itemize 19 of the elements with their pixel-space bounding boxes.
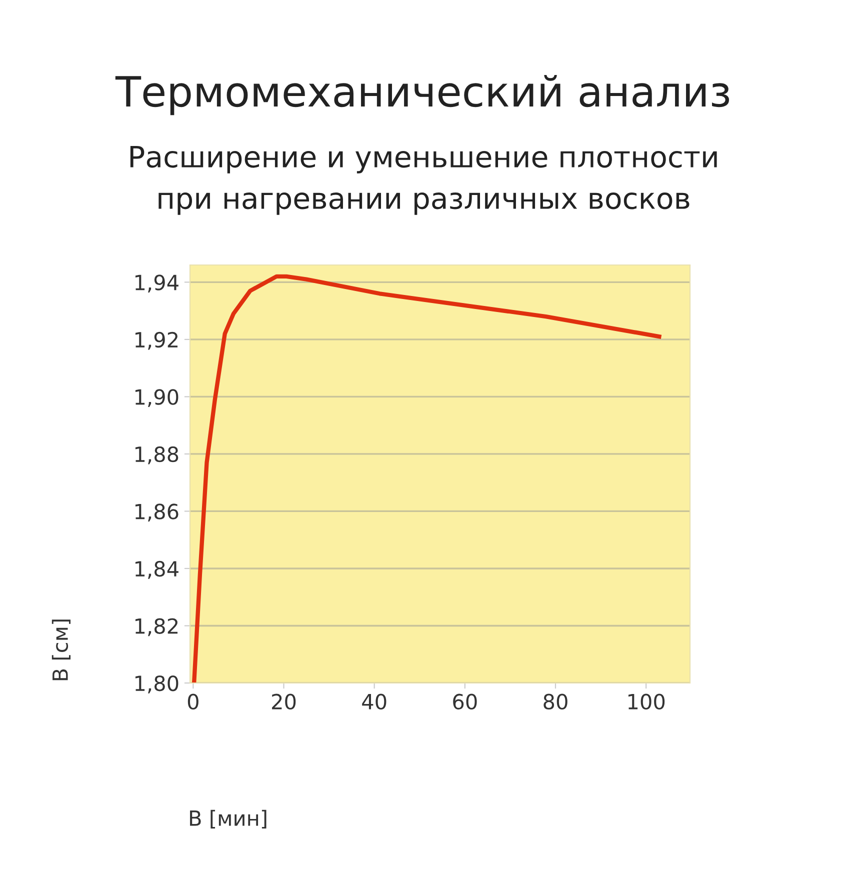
y-axis-title: В [см] [52,620,70,680]
chart-title: Термомеханический анализ [115,75,730,116]
chart-subtitle: Расширение и уменьшение плотности при нагревании различных восков [130,146,717,215]
y-tick-label: 1,80 [135,675,178,694]
x-tick-label: 0 [188,694,198,710]
y-tick-label: 1,92 [135,332,178,350]
y-tick-label: 1,86 [135,504,178,522]
y-tick-label: 1,84 [135,560,178,579]
x-tick-label: 20 [272,694,296,710]
x-tick-label: 40 [362,694,386,710]
x-tick-label: 100 [628,694,665,710]
y-tick-label: 1,90 [135,389,178,408]
x-tick-label: 80 [544,694,568,710]
y-tick-label: 1,94 [135,274,178,293]
y-tick-label: 1,82 [135,618,178,636]
x-tick-label: 60 [453,694,477,710]
x-axis-title: В [мин] [190,810,266,828]
y-tick-label: 1,88 [135,446,178,464]
line-series [192,274,662,683]
